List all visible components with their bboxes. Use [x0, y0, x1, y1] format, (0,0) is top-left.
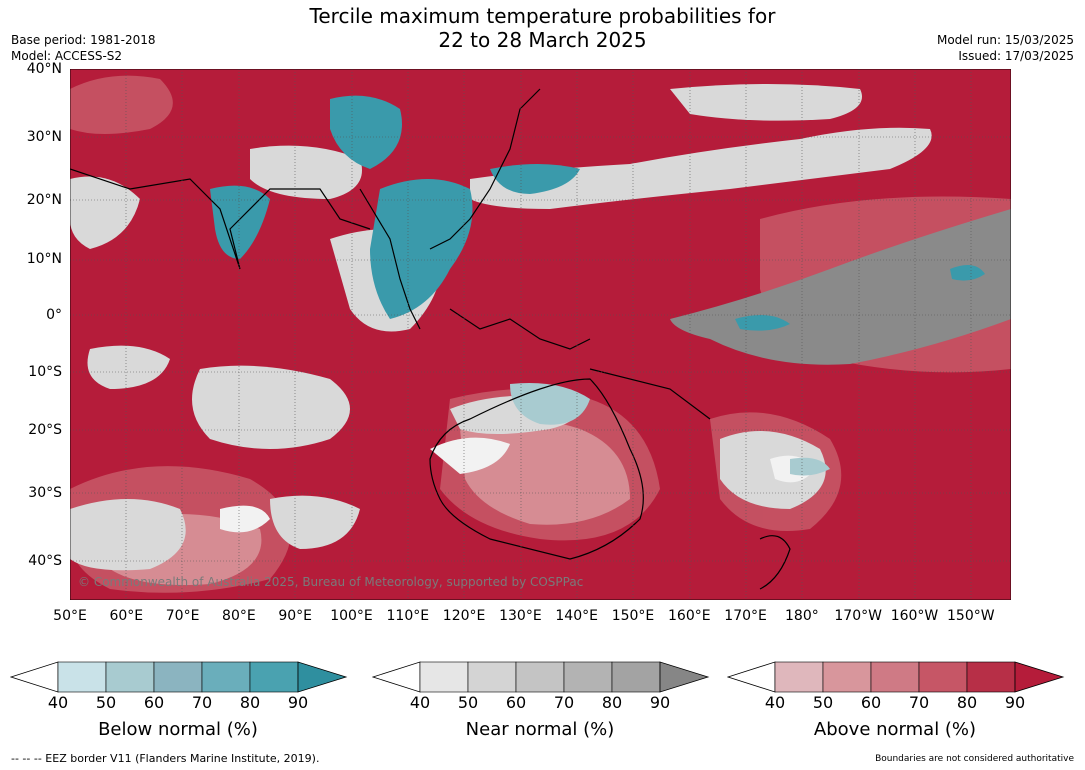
colorbar-tick-label: 90 [1004, 693, 1026, 712]
longitude-label: 80°E [222, 608, 256, 624]
colorbar-swatches [10, 661, 348, 693]
colorbar-title: Near normal (%) [465, 719, 615, 740]
colorbar-swatch [611, 661, 661, 693]
colorbar-upper-extension [297, 661, 348, 693]
colorbar-tick-label: 90 [649, 693, 671, 712]
eez-note: -- -- -- EEZ border V11 (Flanders Marine… [11, 752, 320, 765]
below-normal-light [510, 383, 830, 476]
colorbar-tick-label: 40 [47, 693, 69, 712]
colorbar-lower-extension [372, 661, 421, 693]
colorbar-lower-extension [10, 661, 59, 693]
base-period-label: Base period: 1981-2018 [11, 33, 156, 47]
probability-map: © Commonwealth of Australia 2025, Bureau… [69, 68, 1012, 601]
longitude-label: 50°E [53, 608, 87, 624]
colorbar-tick-label: 40 [764, 693, 786, 712]
longitude-label: 130°E [499, 608, 542, 624]
longitude-label: 120°E [442, 608, 486, 624]
longitude-label: 160°W [890, 608, 939, 624]
longitude-label: 150°W [947, 608, 995, 624]
issued-label: Issued: 17/03/2025 [958, 49, 1074, 63]
latitude-label: 30°S [28, 485, 62, 501]
colorbar-tick-label: 80 [956, 693, 978, 712]
colorbar-swatch [153, 661, 203, 693]
latitude-label: 0° [46, 307, 62, 323]
longitude-label: 170°W [834, 608, 882, 624]
copyright-text: © Commonwealth of Australia 2025, Bureau… [78, 575, 583, 589]
longitude-label: 70°E [165, 608, 200, 624]
colorbar-swatch [105, 661, 155, 693]
latitude-label: 10°N [26, 251, 62, 267]
longitude-label: 140°E [555, 608, 598, 624]
longitude-label: 170°E [724, 608, 767, 624]
colorbar-tick-label: 90 [287, 693, 309, 712]
map-svg: © Commonwealth of Australia 2025, Bureau… [69, 68, 1012, 601]
colorbar-tick-label: 70 [908, 693, 930, 712]
colorbar-tick-label: 60 [505, 693, 527, 712]
meta-right: Model run: 15/03/2025 Issued: 17/03/2025 [937, 32, 1074, 64]
colorbar-swatch [966, 661, 1016, 693]
colorbar-swatch [57, 661, 107, 693]
model-label: Model: ACCESS-S2 [11, 49, 123, 63]
colorbar-swatch [822, 661, 872, 693]
longitude-label: 160°E [668, 608, 711, 624]
model-run-label: Model run: 15/03/2025 [936, 33, 1074, 47]
colorbar-swatch [467, 661, 517, 693]
latitude-label: 10°S [28, 364, 62, 380]
colorbar-swatch [918, 661, 968, 693]
colorbar-upper-extension [1014, 661, 1065, 693]
colorbar-tick-label: 70 [553, 693, 575, 712]
colorbar-tick-label: 50 [95, 693, 117, 712]
colorbar-swatch [563, 661, 613, 693]
latitude-label: 20°N [26, 192, 62, 208]
colorbar-tick-label: 50 [812, 693, 834, 712]
title-line-2: 22 to 28 March 2025 [438, 28, 647, 52]
colorbar-title: Below normal (%) [98, 719, 258, 740]
longitude-label: 100°E [330, 608, 373, 624]
colorbar-swatches [727, 661, 1065, 693]
latitude-label: 40°N [26, 61, 62, 77]
colorbar-tick-label: 60 [860, 693, 882, 712]
colorbar-tick-label: 40 [409, 693, 431, 712]
colorbar-tick-label: 50 [457, 693, 479, 712]
latitude-label: 20°S [28, 422, 62, 438]
colorbar-swatch [515, 661, 565, 693]
colorbar-tick-label: 60 [143, 693, 165, 712]
coastlines [69, 88, 791, 590]
latitude-label: 30°N [26, 129, 62, 145]
disclaimer: Boundaries are not considered authoritat… [875, 754, 1074, 764]
longitude-label: 180° [785, 608, 819, 624]
graticule [70, 69, 1011, 600]
title-line-1: Tercile maximum temperature probabilitie… [309, 4, 776, 28]
latitude-label: 40°S [28, 553, 62, 569]
colorbar-tick-label: 80 [239, 693, 261, 712]
map-title: Tercile maximum temperature probabilitie… [0, 4, 1085, 52]
meta-left: Base period: 1981-2018 Model: ACCESS-S2 [11, 32, 156, 64]
colorbar-swatch [201, 661, 251, 693]
colorbar-tick-label: 70 [191, 693, 213, 712]
longitude-label: 90°E [278, 608, 313, 624]
colorbar-swatch [774, 661, 824, 693]
longitude-label: 150°E [611, 608, 655, 624]
longitude-label: 110°E [386, 608, 430, 624]
longitude-label: 60°E [109, 608, 144, 624]
colorbar-lower-extension [727, 661, 776, 693]
colorbar-swatch [870, 661, 920, 693]
below-normal-pacific [735, 265, 985, 331]
colorbar-tick-label: 80 [601, 693, 623, 712]
colorbar-swatch [249, 661, 299, 693]
colorbar-upper-extension [659, 661, 710, 693]
colorbar-swatch [419, 661, 469, 693]
colorbar-swatches [372, 661, 710, 693]
colorbar-title: Above normal (%) [813, 719, 977, 740]
